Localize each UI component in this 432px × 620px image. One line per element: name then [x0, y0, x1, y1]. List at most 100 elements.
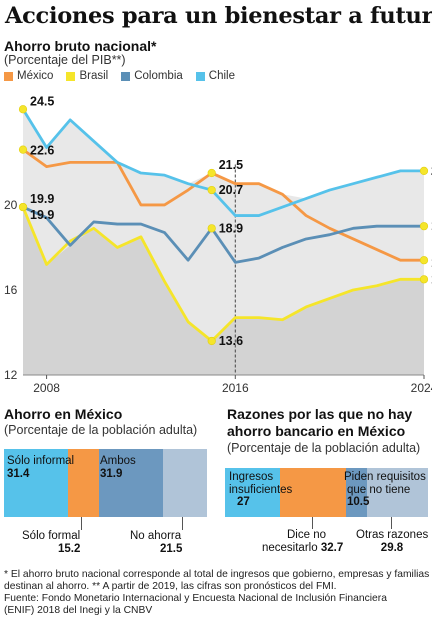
- legend-item-mexico: México: [4, 70, 53, 82]
- value-dice-no: 32.7: [320, 541, 344, 554]
- value-label: 22.6: [30, 144, 54, 158]
- chart2-title: Ahorro en México: [4, 406, 123, 422]
- value-label: 24.5: [30, 94, 54, 108]
- value-solo-formal: 15.2: [58, 543, 81, 555]
- value-dot: [18, 202, 28, 212]
- x-tick-label: 2016: [222, 381, 249, 394]
- label-solo-informal-text: Sólo informal: [7, 455, 75, 467]
- x-tick-label: 2024: [411, 381, 432, 394]
- value-label: 13.6: [219, 334, 243, 348]
- value-dot: [419, 256, 429, 265]
- label-dice-no: Dice no necesitarlo 32.7: [262, 529, 343, 555]
- legend-item-chile: Chile: [195, 70, 235, 82]
- chart3-subtitle: (Porcentaje de la población adulta): [227, 441, 421, 455]
- legend-swatch-brasil: [66, 71, 76, 81]
- series-line-brasil: [21, 206, 424, 343]
- value-label: 19.9: [30, 208, 54, 222]
- segment-solo-informal: [4, 449, 68, 517]
- range-envelope: [23, 109, 424, 341]
- value-requisitos: 10.5: [347, 496, 370, 508]
- series-line-mexico: [22, 148, 424, 262]
- series-line-chile: [21, 108, 424, 217]
- page-title: Acciones para un bienestar a futuro: [5, 3, 432, 29]
- segment-ingresos: [225, 468, 280, 517]
- segment-no-ahorra: [163, 449, 207, 517]
- legend-label-colombia: Colombia: [134, 70, 183, 82]
- value-dot: [207, 168, 216, 178]
- value-dot: [207, 336, 216, 346]
- chart1-subtitle: (Porcentaje del PIB**): [4, 53, 126, 67]
- value-dot: [207, 185, 216, 195]
- legend-swatch-mexico: [4, 71, 13, 81]
- series-line-colombia: [22, 205, 424, 264]
- value-no-ahorra: 21.5: [160, 543, 183, 555]
- value-dot: [18, 105, 28, 114]
- footnote-line-4: (ENIF) 2018 del Inegi y la CNBV: [4, 605, 153, 616]
- label-otras-text: Otras razones: [356, 529, 429, 541]
- value-dot: [18, 145, 28, 154]
- value-label: 18.9: [219, 221, 243, 235]
- value-dot: [419, 222, 429, 231]
- value-dot: [207, 224, 216, 233]
- label-ingresos: Ingresos insuficientes 27: [229, 471, 292, 509]
- label-requisitos: Piden requisitos que no tiene 10.5: [344, 471, 426, 509]
- y-tick-label: 12: [4, 368, 18, 382]
- chart3-title: Razones por las que no hay ahorro bancar…: [227, 406, 412, 440]
- value-solo-informal: 31.4: [7, 468, 30, 480]
- chart3-title-line2: ahorro bancario en México: [227, 423, 406, 439]
- segment-solo-formal: [67, 449, 99, 517]
- label-otras: Otras razones 29.8: [356, 529, 428, 554]
- chart3-title-line1: Razones por las que no hay: [227, 406, 413, 422]
- y-tick-label: 20: [4, 198, 18, 212]
- label-requisitos-line2: que no tiene: [347, 483, 411, 496]
- value-label: 21.5: [219, 158, 243, 172]
- label-solo-informal: Sólo informal 31.4: [7, 455, 74, 481]
- savings-mexico-bar: [4, 449, 207, 517]
- label-dice-no-line2: necesitarlo 32.7: [262, 541, 343, 555]
- footnote-line-2: destinan al ahorro. ** A partir de 2019,…: [4, 581, 337, 592]
- label-ingresos-line1: Ingresos: [229, 471, 274, 483]
- footnote-line-1: * El ahorro bruto nacional corresponde a…: [4, 569, 430, 580]
- value-label: 20.7: [219, 183, 243, 197]
- lower-area: [23, 207, 424, 375]
- leader-no-ahorra: [182, 517, 183, 530]
- label-requisitos-line1: Piden requisitos: [344, 471, 426, 483]
- leader-otras: [391, 517, 392, 529]
- legend-item-brasil: Brasil: [66, 70, 108, 82]
- legend-swatch-chile: [195, 71, 205, 81]
- label-solo-formal-text: Sólo formal: [22, 530, 81, 542]
- no-bank-reasons-bar: [225, 468, 428, 517]
- leader-dice-no: [312, 517, 313, 529]
- x-tick-label: 2008: [33, 381, 60, 394]
- value-label: 19.9: [30, 192, 54, 206]
- leader-solo-formal: [81, 517, 82, 530]
- label-no-ahorra-text: No ahorra: [130, 530, 182, 542]
- chart1-title: Ahorro bruto nacional*: [4, 38, 157, 54]
- legend-label-brasil: Brasil: [79, 70, 109, 82]
- segment-dice-no: [279, 468, 347, 517]
- segment-otras: [367, 468, 428, 517]
- legend-label-mexico: México: [17, 70, 54, 82]
- value-dot: [419, 275, 429, 284]
- label-dice-no-line2-text: necesitarlo: [262, 541, 318, 554]
- footnote: * El ahorro bruto nacional corresponde a…: [4, 569, 430, 617]
- savings-line-chart: 12 16 20 2008 2016 2024 24.5 22.6 19.9 19.9 21.5 20…: [4, 94, 432, 394]
- segment-ambos: [98, 449, 164, 517]
- value-ingresos: 27: [237, 496, 250, 508]
- segment-requisitos: [346, 468, 368, 517]
- label-no-ahorra: No ahorra 21.5: [130, 530, 182, 556]
- label-dice-no-line1: Dice no: [287, 529, 326, 541]
- label-ingresos-line2: insuficientes: [229, 483, 293, 496]
- value-otras: 29.8: [380, 541, 404, 554]
- legend-item-colombia: Colombia: [121, 70, 183, 82]
- chart2-subtitle: (Porcentaje de la población adulta): [4, 423, 198, 437]
- label-ambos: Ambos 31.9: [100, 455, 136, 481]
- chart1-legend: México Brasil Colombia Chile: [4, 70, 248, 82]
- value-dot: [419, 166, 429, 176]
- footnote-line-3: Fuente: Fondo Monetario Internacional y …: [4, 593, 387, 604]
- legend-label-chile: Chile: [208, 70, 235, 82]
- legend-swatch-colombia: [121, 71, 131, 81]
- value-ambos: 31.9: [100, 468, 123, 480]
- label-solo-formal: Sólo formal 15.2: [22, 530, 80, 556]
- y-tick-label: 16: [4, 283, 18, 297]
